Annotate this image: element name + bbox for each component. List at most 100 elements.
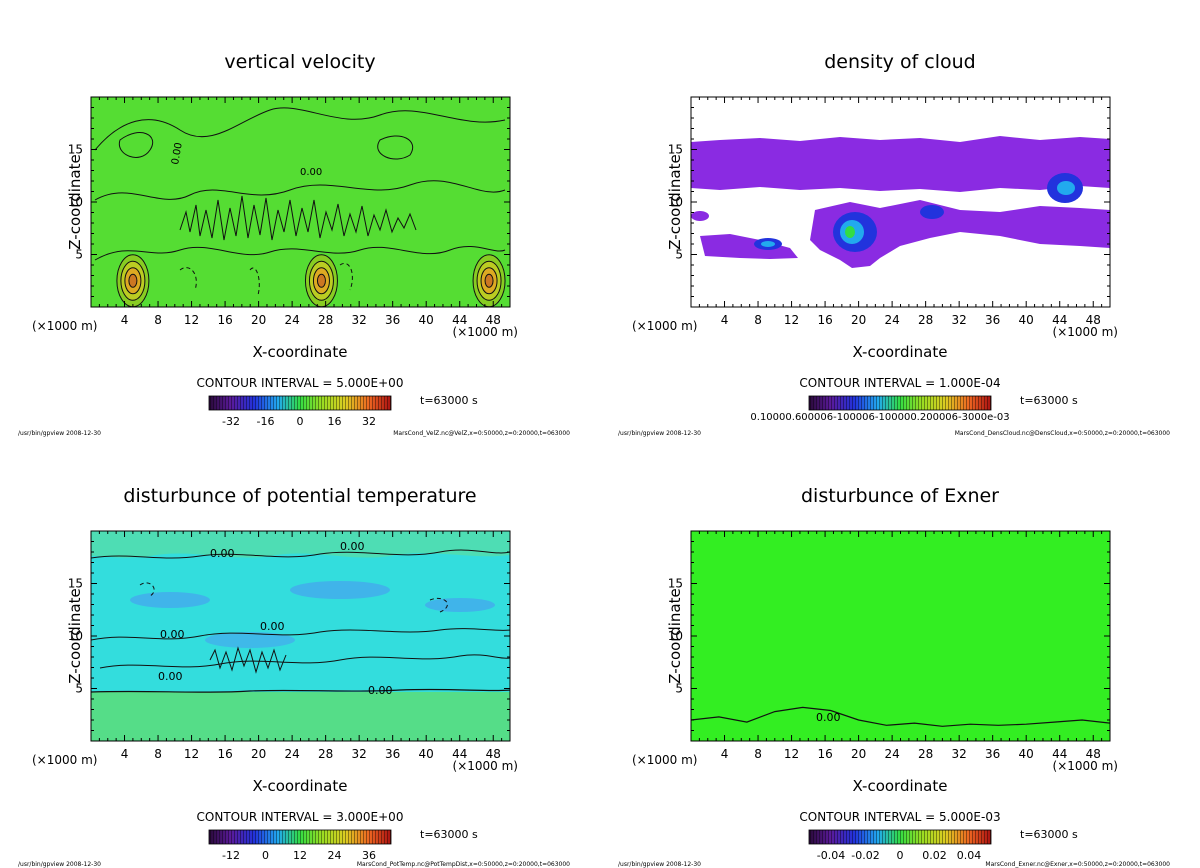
x-tick-label: 20 xyxy=(251,747,266,761)
footer-right: MarsCond_VelZ.nc@VelZ,x=0:50000,z=0:2000… xyxy=(393,430,570,437)
updraft-cells xyxy=(116,254,506,307)
x-tick-label: 48 xyxy=(1086,747,1101,761)
cloud-layer-mid xyxy=(810,200,1110,268)
time-label: t=63000 s xyxy=(420,394,478,407)
x-tick-label: 48 xyxy=(486,747,501,761)
colorbar-ticks: -32 -16 0 16 32 xyxy=(222,415,376,428)
y-tick-label: 15 xyxy=(668,143,683,157)
y-tick-label: 5 xyxy=(675,248,683,262)
x-tick-label: 28 xyxy=(918,313,933,327)
contour-label: 0.00 xyxy=(368,684,393,697)
contour-label: 0.00 xyxy=(160,628,185,641)
colorbar-label: 0.10000.600006-100006-100000.200006-3000… xyxy=(750,412,1009,423)
cloud-core xyxy=(761,241,775,247)
colorbar-levels xyxy=(808,395,992,411)
colorbar-levels xyxy=(808,829,992,845)
cool-patch xyxy=(130,592,210,608)
contour-line-negative xyxy=(429,598,448,613)
contour-line xyxy=(179,195,417,241)
x-tick-label: 40 xyxy=(1019,313,1034,327)
y-tick-label: 15 xyxy=(668,577,683,591)
plot-area: 0.00 0.00 0.00 0.00 0.00 0.00 xyxy=(91,531,510,741)
x-tick-label: 32 xyxy=(352,313,367,327)
footer-left: /usr/bin/gpview 2008-12-30 xyxy=(18,430,101,437)
colorbar-ticks: -0.04 -0.02 0 0.02 0.04 xyxy=(817,849,981,862)
chart-title: disturbunce of potential temperature xyxy=(123,485,476,507)
x-tick-label: 28 xyxy=(918,747,933,761)
contour-line xyxy=(91,628,510,641)
warm-layer-top xyxy=(91,531,510,558)
plot-area: 0.00 xyxy=(691,531,1110,741)
cool-patch xyxy=(290,581,390,599)
y-axis-label: Z-coordinate xyxy=(66,588,84,683)
x-tick-label: 4 xyxy=(121,747,129,761)
y-axis-label: Z-coordinate xyxy=(666,588,684,683)
colorbar-tick-label: -0.02 xyxy=(851,849,879,862)
contour-label: 0.00 xyxy=(210,547,235,560)
cloud-fragment xyxy=(691,211,709,221)
time-label: t=63000 s xyxy=(1020,394,1078,407)
x-tick-label: 8 xyxy=(754,747,762,761)
updraft-contour xyxy=(316,273,326,288)
x-tick-label: 44 xyxy=(1052,313,1067,327)
y-tick-label: 15 xyxy=(68,577,83,591)
colorbar-tick-label: 12 xyxy=(293,849,307,862)
x-tick-label: 20 xyxy=(851,747,866,761)
updraft-contour xyxy=(128,273,138,288)
cloud-layer-upper xyxy=(691,136,1110,192)
colorbar-tick-label: 32 xyxy=(362,415,376,428)
contour-line xyxy=(94,245,506,261)
warm-layer-bottom xyxy=(91,692,510,741)
x-tick-label: 16 xyxy=(817,313,832,327)
x-unit-left: (×1000 m) xyxy=(632,319,697,333)
x-tick-label: 24 xyxy=(284,747,299,761)
x-axis-label: X-coordinate xyxy=(253,777,348,795)
contour-label: 0.00 xyxy=(300,167,322,178)
x-tick-label: 24 xyxy=(884,747,899,761)
contour-interval: CONTOUR INTERVAL = 5.000E-03 xyxy=(799,810,1000,824)
contour-label: 0.00 xyxy=(170,142,185,166)
x-tick-label: 12 xyxy=(784,747,799,761)
x-tick-label: 36 xyxy=(985,747,1000,761)
x-tick-label: 44 xyxy=(452,313,467,327)
x-unit-right: (×1000 m) xyxy=(1053,759,1118,773)
x-tick-label: 16 xyxy=(217,313,232,327)
x-unit-right: (×1000 m) xyxy=(1053,325,1118,339)
x-unit-left: (×1000 m) xyxy=(632,753,697,767)
x-axis-label: X-coordinate xyxy=(253,343,348,361)
contour-label: 0.00 xyxy=(260,620,285,633)
plot-area xyxy=(691,97,1110,307)
y-tick-label: 5 xyxy=(75,248,83,262)
x-tick-label: 40 xyxy=(1019,747,1034,761)
contour-interval: CONTOUR INTERVAL = 3.000E+00 xyxy=(197,810,404,824)
contour-line-negative xyxy=(179,267,197,291)
cloud-free-area xyxy=(691,97,1110,307)
x-tick-label: 48 xyxy=(486,313,501,327)
panel-vertical-velocity: vertical velocity 0.00 0.00 4 8 12 16 20 24 28… xyxy=(18,51,570,437)
x-tick-label: 36 xyxy=(985,313,1000,327)
contour-line xyxy=(94,107,506,151)
colorbar-tick-label: 0 xyxy=(262,849,269,862)
cloud-layer-low-left xyxy=(700,234,798,259)
y-tick-label: 10 xyxy=(668,195,683,209)
y-tick-label: 5 xyxy=(675,682,683,696)
time-label: t=63000 s xyxy=(1020,828,1078,841)
footer-left: /usr/bin/gpview 2008-12-30 xyxy=(618,430,701,437)
x-unit-right: (×1000 m) xyxy=(453,325,518,339)
contour-interval: CONTOUR INTERVAL = 5.000E+00 xyxy=(197,376,404,390)
colorbar-tick-label: -16 xyxy=(257,415,275,428)
exner-field xyxy=(691,531,1110,741)
cloud-core xyxy=(1057,181,1075,195)
time-label: t=63000 s xyxy=(420,828,478,841)
colorbar-levels xyxy=(208,395,392,411)
footer-right: MarsCond_Exner.nc@Exner,x=0:50000,z=0:20… xyxy=(985,861,1170,868)
contour-line-zero xyxy=(691,706,1110,727)
contour-interval: CONTOUR INTERVAL = 1.000E-04 xyxy=(799,376,1000,390)
colorbar-tick-label: 16 xyxy=(328,415,342,428)
colorbar-tick-label: 24 xyxy=(328,849,342,862)
chart-title: disturbunce of Exner xyxy=(801,485,999,507)
chart-title: density of cloud xyxy=(824,51,976,73)
colorbar-ticks: -12 0 12 24 36 xyxy=(222,849,376,862)
x-unit-right: (×1000 m) xyxy=(453,759,518,773)
